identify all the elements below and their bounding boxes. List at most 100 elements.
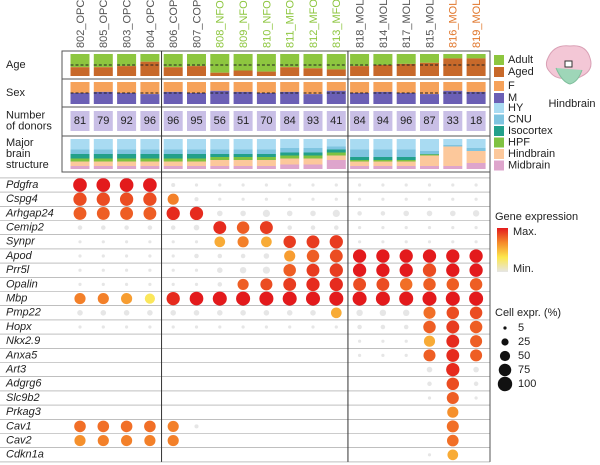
dot [217,310,223,316]
dot [262,209,270,217]
dot [96,178,111,192]
track-segment [187,66,206,76]
track-segment [187,82,206,93]
track-segment [233,149,253,154]
dot [334,183,338,187]
dot [286,310,293,316]
gene-label: Cdkn1a [6,449,44,461]
track-segment [233,91,253,104]
dot [74,420,86,433]
dot [399,249,413,263]
donor-count: 84 [353,115,365,127]
track-segment [303,148,323,153]
track-segment [70,161,90,166]
donor-count: 79 [97,115,109,127]
dot [306,263,320,277]
dot [357,225,362,230]
track-segment [117,154,137,159]
dot [124,268,129,272]
dot [381,339,385,343]
dot [352,249,367,263]
track-segment [93,67,113,76]
dot [381,353,385,358]
dot [264,325,269,329]
dot [240,253,246,259]
track-segment [93,166,113,169]
dot [236,221,250,234]
dot [472,210,480,217]
track-segment [303,82,323,95]
track-segment [210,149,230,154]
track-segment [117,54,137,67]
dot [78,282,82,287]
dot [356,309,363,317]
dot [259,291,274,306]
track-segment [396,166,416,169]
dot [310,225,316,230]
track-segment [117,161,137,166]
dot [446,306,460,320]
legend-label: M [508,92,517,104]
dot [144,420,156,433]
dot [334,225,339,230]
cluster-label: 813_MFOL [331,0,343,48]
gene-label: Cav2 [6,435,32,447]
dot [357,183,362,187]
track-segment [303,139,323,148]
dot [241,325,245,329]
dot [446,263,460,277]
cluster-label: 803_OPC [122,0,134,48]
track-segment [280,82,300,92]
dot [311,183,315,187]
track-segment [466,139,486,148]
dot [447,449,459,461]
track-segment [70,154,90,159]
dot [470,349,483,362]
track-segment [117,66,137,76]
dot [101,240,105,244]
donor-box [117,111,137,131]
dot [241,197,245,201]
dot [217,210,223,217]
track-segment [140,54,160,62]
donor-count: 51 [237,115,249,127]
donor-box [70,111,90,131]
track-segment [466,148,486,151]
legend-swatch [494,81,504,91]
dot [143,178,157,192]
track-segment [443,146,463,166]
donor-count: 70 [260,115,272,127]
track-segment [373,161,393,166]
dot [283,263,296,277]
dot [148,282,152,287]
dot [376,277,390,291]
donor-count: 96 [167,115,179,127]
legend-label: Hindbrain [508,148,555,160]
dot [306,249,320,263]
dot [399,278,413,291]
track-segment [303,152,323,156]
cluster-label: 815_MOL [424,0,436,48]
track-segment [70,166,90,169]
track-segment [256,166,276,169]
donor-count: 92 [120,115,132,127]
track-segment [70,149,90,154]
dot [217,267,223,273]
track-segment [140,166,160,169]
dot [473,381,479,387]
donor-count: 87 [423,115,435,127]
track-segment [233,139,253,150]
track-segment [140,61,160,76]
dot [402,309,410,317]
dot [329,277,343,292]
track-segment [443,145,463,147]
track-segment [233,54,253,71]
track-segment [70,139,90,150]
dot [357,197,362,201]
dot [469,263,483,277]
dot [78,325,82,329]
track-segment [373,91,393,104]
track-segment [326,69,346,76]
donor-box [210,111,230,131]
color-tick-label: Min. [513,263,534,275]
